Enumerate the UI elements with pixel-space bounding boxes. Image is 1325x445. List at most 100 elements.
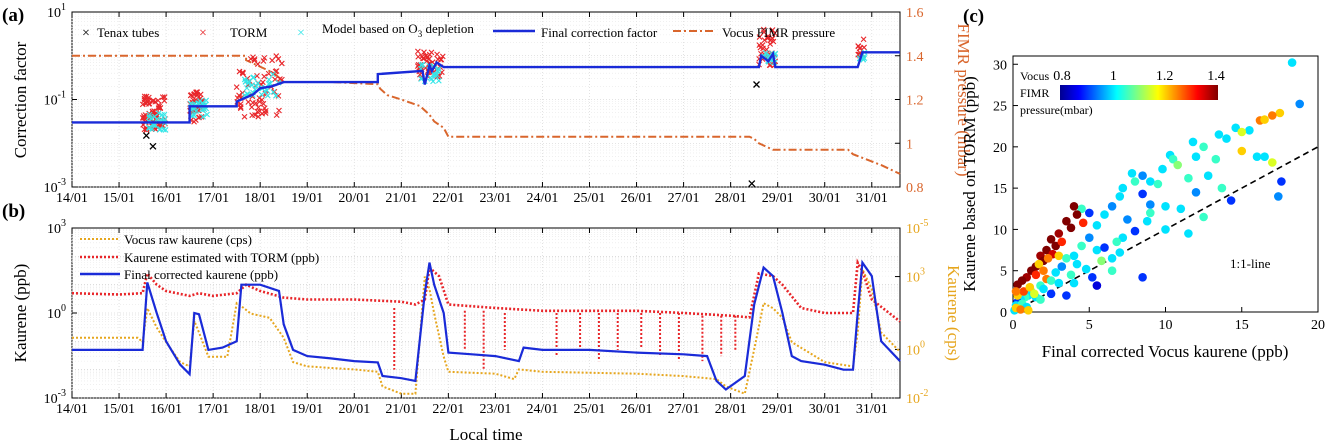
torm-marker bbox=[239, 70, 246, 77]
scatter-point bbox=[1057, 237, 1067, 247]
scatter-point bbox=[1287, 58, 1297, 67]
panel-b-x-ticks: 14/01 15/01 16/01 17/01 18/01 19/01 20/01 21/01… bbox=[56, 228, 888, 417]
panel-b-y2-axis-label: Kaurene (cps) bbox=[944, 265, 963, 361]
scatter-point bbox=[1051, 268, 1060, 277]
scatter-point bbox=[1107, 253, 1117, 263]
model-marker bbox=[242, 78, 249, 85]
model-marker bbox=[161, 116, 168, 123]
scatter-point bbox=[1217, 183, 1227, 193]
panel-c-ytick-label: 30 bbox=[993, 58, 1007, 73]
panel-a-xtick-label: 15/01 bbox=[103, 191, 135, 206]
panel-b-xtick-label: 16/01 bbox=[150, 402, 182, 417]
scatter-point bbox=[1062, 291, 1071, 300]
scatter-point bbox=[1054, 278, 1064, 288]
panel-a-xtick-label: 31/01 bbox=[856, 191, 888, 206]
panel-a-xtick-label: 17/01 bbox=[197, 191, 229, 206]
scatter-point bbox=[1184, 173, 1193, 183]
scatter-point bbox=[1107, 266, 1117, 276]
scatter-point bbox=[1146, 200, 1155, 209]
panel-b-xtick-label: 21/01 bbox=[385, 402, 417, 417]
torm-marker bbox=[233, 84, 240, 91]
panel-a-y2tick-label: 1 bbox=[906, 137, 913, 152]
panel-a-xtick-label: 29/01 bbox=[762, 191, 794, 206]
panel-c-label: (c) bbox=[963, 6, 984, 27]
torm-marker bbox=[191, 118, 197, 125]
model-marker bbox=[244, 85, 250, 91]
panel-b-y2tick-label: 10-2 bbox=[906, 388, 928, 407]
panel-c-ytick-label: 15 bbox=[993, 182, 1007, 197]
torm-marker bbox=[237, 105, 244, 112]
scatter-point bbox=[1043, 253, 1053, 263]
panel-c-ytick-label: 10 bbox=[993, 223, 1007, 238]
scatter-point bbox=[1042, 245, 1051, 255]
torm-marker bbox=[194, 89, 201, 95]
scatter-point bbox=[1092, 245, 1102, 255]
torm-marker bbox=[256, 95, 263, 101]
torm-marker bbox=[260, 58, 267, 64]
panel-a-y-ticks: 10-3 10-1 101 bbox=[44, 2, 77, 196]
torm-marker bbox=[256, 108, 263, 115]
torm-marker bbox=[771, 30, 778, 37]
legend-torm-est-label: Kaurene estimated with TORM (ppb) bbox=[124, 250, 319, 265]
panel-b-y-ticks: 10-3 100 103 bbox=[44, 218, 77, 407]
panel-a-xtick-label: 26/01 bbox=[621, 191, 653, 206]
scatter-point bbox=[1024, 306, 1033, 315]
scatter-point bbox=[1069, 278, 1079, 288]
scatter-point bbox=[1031, 270, 1041, 280]
colorbar-title-3: pressure(mbar) bbox=[1020, 103, 1093, 117]
panel-b-ytick-label: 100 bbox=[47, 303, 66, 322]
scatter-point bbox=[1081, 264, 1091, 274]
panel-c-xtick-label: 15 bbox=[1235, 318, 1249, 333]
model-marker bbox=[270, 89, 277, 95]
model-marker bbox=[431, 71, 438, 78]
scatter-point bbox=[1066, 223, 1076, 233]
tenax-marker bbox=[753, 81, 760, 88]
panel-b-xtick-label: 31/01 bbox=[856, 402, 888, 417]
panel-b-xtick-label: 27/01 bbox=[668, 402, 700, 417]
scatter-point bbox=[1260, 115, 1269, 124]
scatter-point bbox=[1222, 134, 1231, 143]
torm-marker bbox=[439, 53, 446, 60]
panel-b-x-axis-label: Local time bbox=[449, 425, 522, 444]
panel-b-xtick-label: 18/01 bbox=[244, 402, 276, 417]
scatter-point bbox=[1173, 160, 1182, 170]
model-marker bbox=[249, 82, 255, 88]
torm-marker bbox=[255, 104, 262, 111]
scatter-point bbox=[1226, 196, 1236, 205]
scatter-point bbox=[1274, 192, 1283, 201]
scatter-point bbox=[1072, 259, 1082, 269]
torm-marker bbox=[248, 104, 255, 111]
torm-marker bbox=[438, 56, 445, 63]
scatter-point bbox=[1069, 202, 1079, 211]
scatter-point bbox=[1036, 295, 1045, 304]
torm-marker bbox=[247, 55, 254, 62]
model-marker bbox=[264, 92, 271, 99]
scatter-point bbox=[1118, 233, 1128, 242]
colorbar-tick-label: 1.2 bbox=[1156, 69, 1174, 84]
torm-kaurene-line bbox=[71, 258, 901, 323]
torm-marker bbox=[417, 71, 423, 78]
scatter-point bbox=[1118, 183, 1128, 193]
scatter-point bbox=[1295, 99, 1304, 109]
torm-marker bbox=[273, 112, 280, 119]
panel-a-series bbox=[72, 26, 901, 187]
scatter-point bbox=[1142, 216, 1152, 226]
scatter-point bbox=[1092, 281, 1102, 290]
model-marker bbox=[146, 125, 153, 132]
scatter-point bbox=[1275, 108, 1285, 118]
torm-marker bbox=[414, 48, 421, 55]
fimr-pressure-line bbox=[72, 54, 901, 175]
torm-marker bbox=[139, 101, 146, 108]
scatter-point bbox=[1237, 146, 1247, 156]
scatter-point bbox=[1054, 251, 1064, 261]
scatter-point bbox=[1062, 253, 1071, 263]
torm-marker bbox=[756, 42, 763, 49]
scatter-point bbox=[1130, 177, 1140, 186]
model-marker bbox=[161, 111, 168, 118]
scatter-point bbox=[1188, 137, 1198, 147]
scatter-point bbox=[1245, 126, 1254, 135]
scatter-point bbox=[1051, 241, 1060, 251]
model-marker bbox=[250, 74, 257, 81]
model-marker bbox=[269, 71, 276, 78]
scatter-point bbox=[1130, 226, 1140, 236]
